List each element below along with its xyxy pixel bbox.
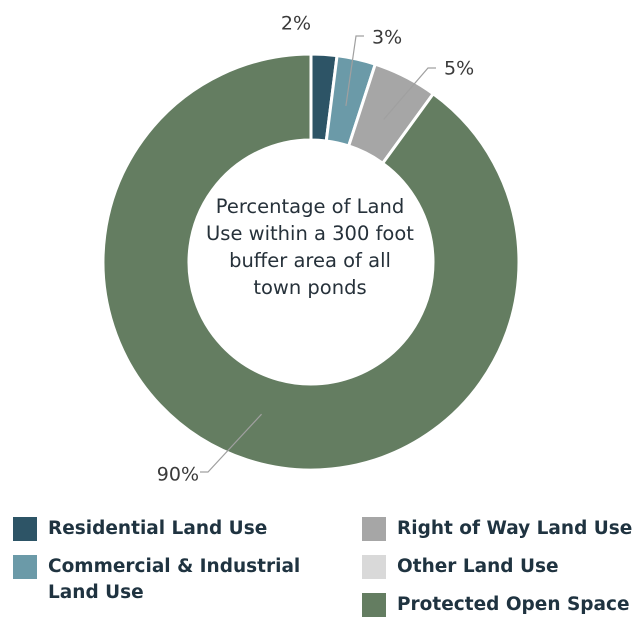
legend-item-protected-open-space: Protected Open Space (362, 592, 644, 618)
leader-line-commercial-industrial (345, 35, 364, 106)
chart-center-title: Percentage of Land Use within a 300 foot… (206, 195, 414, 299)
data-label-right-of-way: 5% (444, 58, 474, 80)
legend-swatch-protected-open-space (362, 593, 386, 617)
slice-protected-open-space (101, 52, 521, 472)
legend-label-commercial-industrial: Commercial & Industrial Land Use (48, 556, 301, 603)
legend-label-right-of-way: Right of Way Land Use (397, 518, 633, 539)
legend-swatch-right-of-way (362, 517, 386, 541)
legend-item-right-of-way: Right of Way Land Use (362, 516, 644, 542)
leader-line-protected-open-space (200, 413, 262, 473)
legend-swatch-residential (13, 517, 37, 541)
legend-swatch-other (362, 555, 386, 579)
donut-chart: 2% 3% 5% 90% (101, 13, 521, 486)
data-label-commercial-industrial: 3% (372, 27, 402, 49)
legend-item-other: Other Land Use (362, 554, 644, 580)
data-label-protected-open-space: 90% (157, 464, 199, 486)
legend-label-other: Other Land Use (397, 556, 559, 577)
leader-line-right-of-way (383, 67, 436, 120)
legend-swatch-commercial-industrial (13, 555, 37, 579)
data-label-residential: 2% (281, 13, 311, 35)
legend-item-commercial-industrial: Commercial & Industrial Land Use (13, 554, 313, 606)
legend-item-residential: Residential Land Use (13, 516, 313, 542)
legend-label-residential: Residential Land Use (48, 518, 268, 539)
legend-label-protected-open-space: Protected Open Space (397, 594, 630, 615)
